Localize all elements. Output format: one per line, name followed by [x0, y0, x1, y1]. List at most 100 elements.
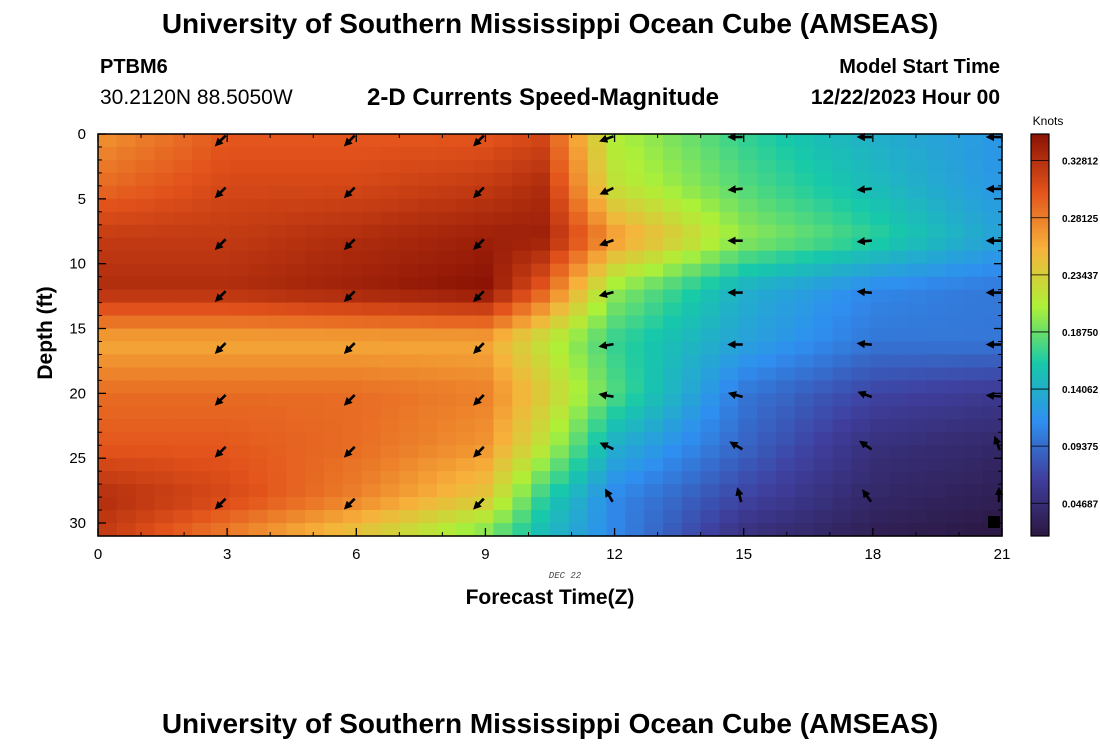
heatmap-cell: [681, 484, 702, 498]
heatmap-cell: [700, 237, 721, 252]
heatmap-cell: [173, 250, 193, 265]
heatmap-cell: [418, 276, 438, 291]
heatmap-cell: [681, 341, 702, 356]
heatmap-cell: [644, 419, 664, 433]
heatmap-cell: [889, 224, 909, 239]
heatmap-cell: [568, 484, 589, 498]
heatmap-cell: [550, 406, 570, 420]
heatmap-cell: [625, 237, 645, 252]
heatmap-cell: [418, 445, 438, 459]
heatmap-cell: [154, 146, 174, 161]
heatmap-cell: [719, 263, 739, 278]
heatmap-cell: [794, 445, 815, 459]
heatmap-cell: [550, 263, 570, 278]
heatmap-cell: [399, 432, 419, 446]
heatmap-cell: [192, 445, 212, 459]
heatmap-cell: [248, 276, 269, 291]
heatmap-cell: [663, 134, 683, 148]
heatmap-cell: [305, 380, 325, 394]
heatmap-cell: [568, 328, 589, 343]
current-vector: [214, 290, 227, 303]
heatmap-cell: [455, 445, 476, 459]
heatmap-cell: [211, 419, 231, 433]
heatmap-cell: [437, 134, 457, 148]
heatmap-cell: [964, 328, 984, 343]
heatmap-cell: [945, 484, 965, 498]
heatmap-cell: [286, 445, 306, 459]
heatmap-cell: [870, 198, 890, 213]
heatmap-cell: [926, 445, 947, 459]
heatmap-cell: [380, 276, 400, 291]
heatmap-cell: [267, 367, 287, 381]
heatmap-cell: [324, 523, 344, 537]
heatmap-cell: [757, 172, 777, 187]
heatmap-cell: [324, 367, 344, 381]
heatmap-cell: [418, 211, 438, 226]
heatmap-cell: [135, 497, 156, 511]
heatmap-cell: [437, 159, 457, 174]
heatmap-cell: [531, 250, 551, 265]
heatmap-cell: [813, 250, 834, 265]
heatmap-cell: [437, 276, 457, 291]
heatmap-cell: [681, 510, 702, 524]
heatmap-cell: [964, 419, 984, 433]
heatmap-cell: [681, 211, 702, 226]
heatmap-cell: [267, 237, 287, 252]
current-vector: [729, 441, 744, 451]
heatmap-cell: [267, 419, 287, 433]
heatmap-cell: [248, 523, 269, 537]
heatmap-cell: [324, 185, 344, 200]
heatmap-cell: [945, 237, 965, 252]
heatmap-cell: [361, 134, 382, 148]
heatmap-cell: [267, 315, 287, 330]
heatmap-cell: [964, 367, 984, 381]
heatmap-cell: [455, 263, 476, 278]
heatmap-cell: [606, 367, 626, 381]
heatmap-cell: [455, 523, 476, 537]
heatmap-cell: [361, 367, 382, 381]
heatmap-cell: [474, 276, 495, 291]
heatmap-cell: [964, 237, 984, 252]
heatmap-cell: [945, 159, 965, 174]
heatmap-cell: [926, 458, 947, 472]
heatmap-cell: [700, 146, 721, 161]
heatmap-cell: [342, 315, 363, 330]
heatmap-cell: [399, 315, 419, 330]
heatmap-cell: [813, 211, 834, 226]
heatmap-cell: [832, 250, 852, 265]
heatmap-cell: [776, 523, 796, 537]
heatmap-cell: [305, 406, 325, 420]
heatmap-cell: [813, 406, 834, 420]
x-tick-label: 15: [735, 546, 752, 563]
heatmap-cell: [493, 341, 513, 356]
chart-subtitle: 2-D Currents Speed-Magnitude: [367, 84, 720, 111]
heatmap-cell: [550, 419, 570, 433]
heatmap-cell: [587, 458, 608, 472]
heatmap-cell: [550, 328, 570, 343]
heatmap-cell: [832, 315, 852, 330]
colorbar-tick-label: 0.18750: [1062, 328, 1099, 339]
heatmap-cell: [154, 471, 174, 485]
current-vector-arrows: [214, 132, 1004, 528]
heatmap-cell: [248, 224, 269, 239]
heatmap-cell: [606, 185, 626, 200]
heatmap-cell: [870, 185, 890, 200]
heatmap-cell: [550, 237, 570, 252]
heatmap-cell: [681, 159, 702, 174]
heatmap-cell: [512, 458, 532, 472]
heatmap-cell: [229, 432, 250, 446]
heatmap-cell: [663, 354, 683, 369]
heatmap-cell: [681, 172, 702, 187]
heatmap-cell: [248, 380, 269, 394]
heatmap-cell: [870, 484, 890, 498]
heatmap-cell: [437, 341, 457, 356]
heatmap-cell: [305, 276, 325, 291]
heatmap-cell: [889, 315, 909, 330]
heatmap-cell: [116, 276, 137, 291]
heatmap-cell: [455, 406, 476, 420]
heatmap-cell: [418, 367, 438, 381]
heatmap-cell: [644, 302, 664, 317]
heatmap-cell: [870, 510, 890, 524]
heatmap-cell: [945, 172, 965, 187]
heatmap-cell: [719, 419, 739, 433]
